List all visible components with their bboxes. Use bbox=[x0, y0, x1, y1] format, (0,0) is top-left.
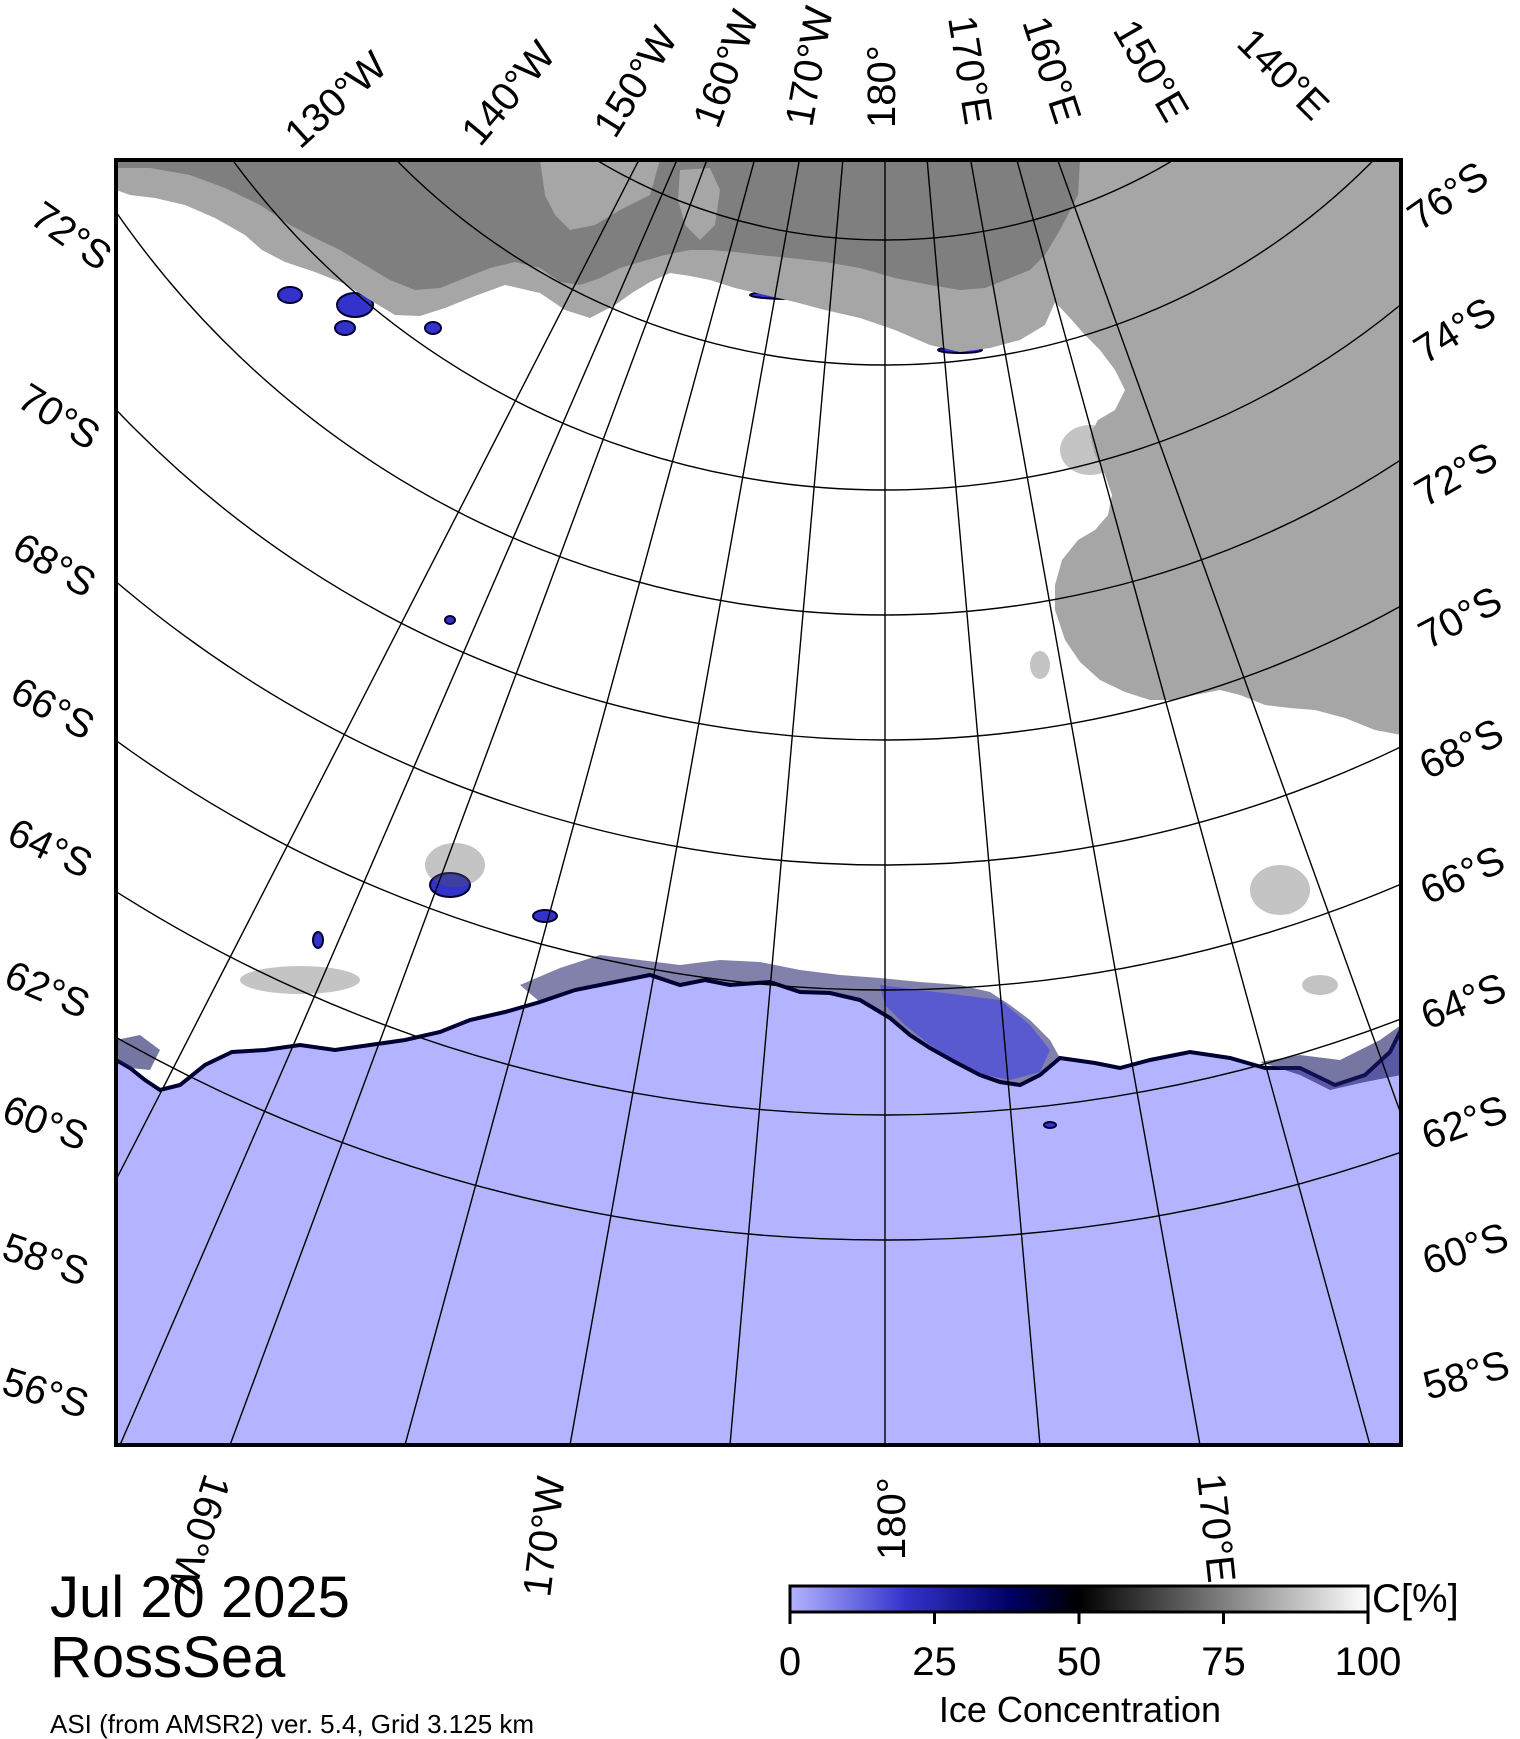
parallel-labels-left: 72°S 70°S 68°S 66°S 64°S 62°S 60°S 58°S … bbox=[0, 193, 119, 1427]
parallel-label: 64°S bbox=[1, 810, 99, 887]
meridian-label: 180° bbox=[860, 45, 904, 128]
meridian-label: 150°W bbox=[585, 19, 686, 145]
colorbar-unit: C[%] bbox=[1372, 1577, 1459, 1621]
colorbar-tick-label: 25 bbox=[912, 1640, 957, 1684]
marginal-ice-blue bbox=[880, 985, 1050, 1080]
meridian-line bbox=[119, 160, 678, 1445]
parallel-label: 58°S bbox=[0, 1225, 94, 1295]
parallel-label: 62°S bbox=[0, 953, 96, 1028]
meridian-label: 170°W bbox=[515, 1474, 573, 1599]
meridian-line bbox=[926, 160, 1041, 1445]
colorbar-ticks: 0 25 50 75 100 bbox=[779, 1612, 1402, 1684]
parallel-label: 72°S bbox=[1408, 434, 1505, 516]
parallel-label: 74°S bbox=[1406, 289, 1503, 373]
meridian-line bbox=[969, 160, 1201, 1445]
meridian-line bbox=[404, 160, 756, 1445]
land-mass bbox=[116, 160, 1401, 735]
region-label: RossSea bbox=[50, 1625, 286, 1690]
meridian-line bbox=[116, 160, 640, 1182]
meridian-line bbox=[1056, 160, 1401, 1117]
parallel-label: 76°S bbox=[1400, 153, 1497, 239]
parallel-label: 60°S bbox=[1417, 1215, 1514, 1284]
parallel-labels-right: 76°S 74°S 72°S 70°S 68°S 66°S 64°S 62°S … bbox=[1400, 153, 1514, 1408]
colorbar-tick-label: 75 bbox=[1201, 1640, 1246, 1684]
map-plot-area bbox=[116, 160, 1401, 1445]
ice-shelf-rise bbox=[678, 168, 720, 240]
source-label: ASI (from AMSR2) ver. 5.4, Grid 3.125 km bbox=[50, 1709, 535, 1739]
colorbar: C[%] 0 25 50 75 100 Ice Concentration bbox=[779, 1577, 1459, 1730]
colorbar-title: Ice Concentration bbox=[939, 1689, 1221, 1730]
parallel-label: 62°S bbox=[1416, 1087, 1513, 1158]
colorbar-tick-label: 50 bbox=[1057, 1640, 1102, 1684]
ice-edge-east bbox=[1260, 1025, 1401, 1090]
parallel-label: 68°S bbox=[1413, 710, 1511, 788]
meridian-label: 170°W bbox=[778, 3, 842, 130]
colorbar-tick-label: 0 bbox=[779, 1640, 801, 1684]
colorbar-tick-label: 100 bbox=[1335, 1640, 1402, 1684]
meridian-label: 180° bbox=[870, 1477, 914, 1560]
marginal-ice-zone bbox=[520, 955, 1060, 1085]
meridian-label: 140°E bbox=[1229, 20, 1337, 128]
date-label: Jul 20 2025 bbox=[50, 1565, 350, 1630]
colorbar-gradient bbox=[788, 1584, 1370, 1614]
parallel-label: 58°S bbox=[1418, 1342, 1514, 1408]
parallel-label: 66°S bbox=[4, 669, 102, 749]
sea-ice-region bbox=[116, 160, 1401, 1090]
parallel-label: 72°S bbox=[23, 193, 120, 279]
parallel-label: 60°S bbox=[0, 1087, 94, 1159]
ice-shelf bbox=[116, 160, 1080, 290]
meridian-labels-top: 130°W 140°W 150°W 160°W 170°W 180° 170°E… bbox=[277, 3, 1338, 157]
parallel-label: 66°S bbox=[1414, 838, 1512, 914]
ice-speckles bbox=[240, 425, 1338, 995]
parallel-label: 56°S bbox=[0, 1360, 94, 1428]
meridian-label: 160°W bbox=[685, 5, 768, 134]
meridian-line bbox=[569, 160, 801, 1445]
map-frame bbox=[114, 158, 1403, 1447]
meridian-label: 140°W bbox=[453, 33, 564, 154]
meridian-label: 170°E bbox=[939, 13, 1000, 128]
parallel-label: 70°S bbox=[10, 375, 107, 459]
meridian-line bbox=[229, 160, 708, 1445]
meridian-line bbox=[729, 160, 844, 1445]
meridian-label: 160°E bbox=[1013, 11, 1089, 129]
meridian-label: 170°E bbox=[1188, 1471, 1243, 1584]
meridian-line bbox=[1016, 160, 1371, 1445]
parallel-label: 68°S bbox=[6, 525, 103, 607]
meridian-label: 150°E bbox=[1104, 13, 1197, 130]
meridian-label: 130°W bbox=[277, 43, 396, 156]
parallel-label: 70°S bbox=[1412, 578, 1510, 658]
ice-edge-line bbox=[116, 972, 1401, 1093]
parallel-label: 64°S bbox=[1415, 965, 1512, 1038]
